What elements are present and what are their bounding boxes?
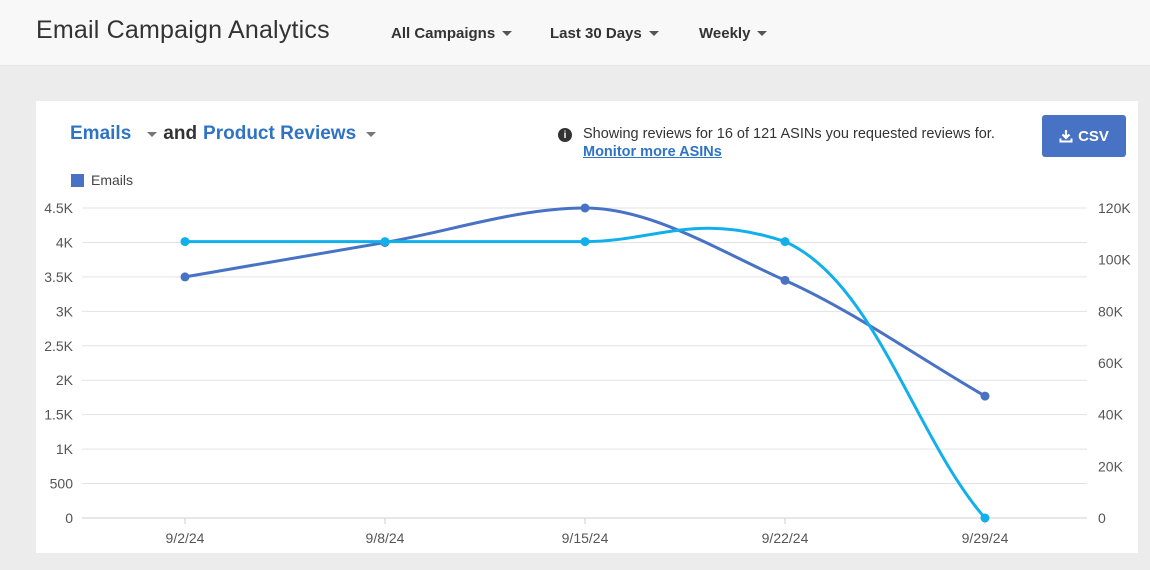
metric-selector: Emails and Product Reviews (70, 123, 382, 145)
info-text: Showing reviews for 16 of 121 ASINs you … (583, 126, 995, 142)
chevron-down-icon (757, 31, 768, 36)
info-icon: i (558, 128, 572, 142)
data-point-emails (580, 203, 590, 213)
y-right-tick-label: 100K (1098, 252, 1131, 268)
y-left-tick-label: 3.5K (44, 269, 73, 285)
data-point-reviews (180, 237, 190, 247)
y-right-tick-label: 40K (1098, 407, 1124, 423)
connector-text: and (163, 123, 198, 144)
y-right-tick-label: 0 (1098, 510, 1106, 526)
y-left-tick-label: 3K (56, 303, 74, 319)
chevron-down-icon (648, 31, 659, 36)
line-chart: 0 500 1K 1.5K 2K 2.5K 3K 3.5K 4K 4.5K 0 20K 40K 60K 80… (44, 200, 1131, 546)
top-bar: Email Campaign Analytics All Campaigns L… (0, 0, 1150, 66)
csv-label: CSV (1078, 127, 1109, 145)
date-range-label: Last 30 Days (550, 25, 642, 42)
monitor-asins-link[interactable]: Monitor more ASINs (583, 144, 722, 160)
x-tick-label: 9/29/24 (962, 530, 1009, 546)
y-left-tick-label: 0 (65, 510, 73, 526)
series-line-emails (184, 206, 986, 398)
download-icon (1059, 130, 1073, 143)
chevron-down-icon[interactable] (147, 131, 158, 137)
y-left-tick-label: 500 (50, 476, 74, 492)
y-right-tick-label: 60K (1098, 355, 1124, 371)
y-left-tick-label: 1K (56, 441, 74, 457)
series-line-reviews (185, 226, 987, 519)
y-left-tick-label: 1.5K (44, 407, 73, 423)
legend-swatch-emails (71, 173, 84, 187)
data-point-emails (780, 275, 790, 285)
page-title: Email Campaign Analytics (36, 16, 330, 44)
interval-label: Weekly (699, 25, 751, 42)
secondary-metric-dropdown[interactable]: Product Reviews (203, 123, 357, 144)
chart-card: 0 500 1K 1.5K 2K 2.5K 3K 3.5K 4K 4.5K 0 20K 40K 60K 80… (36, 101, 1138, 553)
legend-label-emails: Emails (91, 172, 134, 188)
x-tick-label: 9/15/24 (562, 530, 609, 546)
y-left-tick-label: 4K (56, 234, 74, 250)
x-tick-label: 9/2/24 (166, 530, 205, 546)
x-tick-label: 9/8/24 (366, 530, 405, 546)
chevron-down-icon[interactable] (366, 131, 377, 137)
x-tick-label: 9/22/24 (762, 530, 809, 546)
date-range-dropdown[interactable]: Last 30 Days (550, 25, 659, 42)
chevron-down-icon (502, 31, 513, 36)
y-right-tick-label: 80K (1098, 303, 1124, 319)
csv-download-button[interactable]: CSV (1042, 115, 1126, 157)
asin-info: i Showing reviews for 16 of 121 ASINs yo… (558, 126, 995, 160)
data-point-emails (180, 272, 190, 282)
primary-metric-dropdown[interactable]: Emails (70, 123, 132, 144)
data-point-reviews (580, 237, 590, 247)
data-point-emails (980, 391, 990, 401)
data-point-reviews (980, 513, 990, 523)
interval-dropdown[interactable]: Weekly (699, 25, 768, 42)
data-point-reviews (780, 237, 790, 247)
data-point-reviews (380, 237, 390, 247)
campaign-filter-label: All Campaigns (391, 25, 496, 42)
y-left-tick-label: 4.5K (44, 200, 73, 216)
y-right-tick-label: 120K (1098, 200, 1131, 216)
campaign-filter-dropdown[interactable]: All Campaigns (391, 25, 513, 42)
y-left-tick-label: 2K (56, 372, 74, 388)
y-right-tick-label: 20K (1098, 458, 1124, 474)
chart-legend: Emails (71, 172, 133, 188)
y-left-tick-label: 2.5K (44, 338, 73, 354)
